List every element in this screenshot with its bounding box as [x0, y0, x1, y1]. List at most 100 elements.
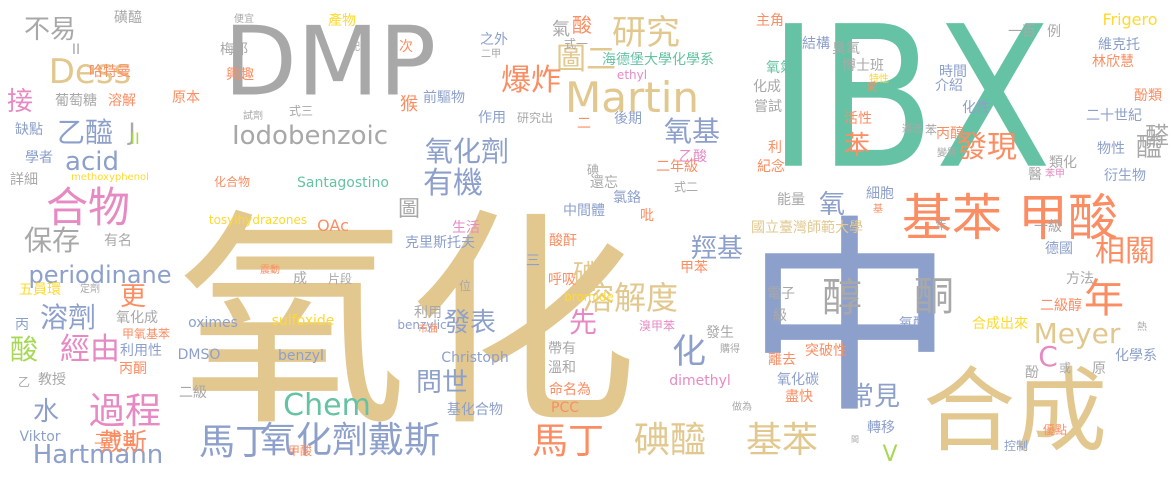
word-huxi: 呼吸: [548, 272, 576, 288]
word-hewu: 合物: [45, 183, 131, 232]
word-jingjiji: 羥基: [690, 234, 744, 264]
word-huacheng: 化成: [753, 79, 781, 95]
word-christoph: Christoph: [441, 350, 509, 366]
word-yanghua: 氧化: [177, 191, 639, 458]
word-sulfoxide: sulfoxide: [271, 313, 335, 329]
word-shui: 水: [32, 397, 60, 427]
word-teli: 特性: [869, 74, 889, 85]
word-cheng: 成: [293, 271, 307, 287]
word-meiye: 梅耶: [220, 42, 248, 58]
word-gouzheng: 購得: [720, 344, 740, 355]
word-acid: acid: [65, 147, 119, 177]
word-yanghuaji-m: 氧化劑: [424, 135, 510, 168]
word-bianli: 變質: [937, 148, 957, 159]
word-ershishiji: 二十世紀: [1086, 108, 1142, 124]
word-ji: 級: [773, 308, 787, 324]
word-fangfa: 方法: [1066, 271, 1094, 287]
word-xiangguan: 相關: [1095, 234, 1155, 269]
word-yangsuan: 氧酸: [899, 316, 927, 332]
word-tuer: 圖二: [556, 42, 616, 77]
word-chem: Chem: [283, 388, 371, 423]
word-shijian: 時間: [939, 64, 967, 80]
word-fen: 酚: [1025, 365, 1039, 381]
word-zuowei: 做為: [732, 402, 752, 413]
word-santagostino: Santagostino: [297, 175, 389, 191]
word-shiyan: 試劑: [243, 111, 263, 122]
word-jiben-b: 基苯: [745, 420, 819, 461]
word-ai: 愛: [867, 82, 877, 93]
word-buyi: 不易: [23, 15, 77, 45]
word-nian2: 年: [934, 218, 948, 232]
word-jihuahewu: 基化合物: [447, 402, 503, 418]
word-huoxing: 活性: [844, 111, 872, 127]
word-yangji: 氧基: [663, 115, 721, 148]
word-bing: 丙: [15, 317, 29, 333]
word-huaxing: 化性: [962, 100, 990, 116]
word-martin: Martin: [565, 73, 699, 122]
word-houqi: 後期: [614, 111, 642, 127]
word-quan: 醛: [1145, 122, 1169, 150]
word-san: 三: [526, 253, 540, 269]
word-yibai: 一百: [1008, 24, 1036, 40]
word-zhongjianti: 中間體: [563, 203, 605, 219]
word-changshi: 嘗試: [754, 99, 782, 115]
word-rongji: 溶劑: [39, 301, 97, 334]
word-wuyuanhuan: 五員環: [19, 282, 61, 298]
word-methoxy: methoxyphenol: [71, 172, 149, 183]
word-re: 熱: [1137, 322, 1147, 333]
word-diao: 碘: [586, 163, 600, 177]
word-yang: 氧: [818, 190, 846, 220]
word-erji: 二級: [179, 385, 207, 401]
word-dingji: 定劑: [80, 284, 100, 295]
word-xibao: 細胞: [866, 186, 894, 202]
word-nian: 年: [1084, 276, 1124, 322]
word-mingmingwei: 命名為: [549, 382, 591, 398]
word-leihua: 類化: [1049, 155, 1077, 171]
word-diantong: 碘醯: [633, 420, 707, 461]
word-fasheng: 發生: [706, 325, 734, 341]
word-erzhong: 二甲: [481, 49, 501, 60]
word-guocheng: 過程: [88, 391, 162, 432]
word-yanghuaji-daisi: 氧化劑戴斯: [259, 420, 441, 461]
word-huahewu: 化合物: [213, 175, 251, 189]
word-choutong: 臭氧: [832, 41, 860, 57]
word-jinian: 紀念: [757, 159, 785, 175]
word-hateman: 哈特曼: [89, 64, 131, 80]
word-ii: II: [71, 42, 81, 58]
word-yanjiuchu: 研究出: [516, 111, 554, 125]
word-tosyl: tosylhydrazones: [208, 213, 308, 227]
word-shier: 式二: [673, 180, 699, 194]
word-dianzi: 電子: [767, 286, 795, 302]
word-jianzhan: 間: [851, 435, 859, 444]
word-yanghuacheng: 氧化成: [116, 310, 158, 326]
word-yunsong: 運送: [902, 124, 922, 135]
word-yanghuatan: 氧化碳: [777, 372, 819, 388]
word-oac: OAc: [317, 216, 349, 235]
word-yuanben: 原本: [172, 90, 200, 106]
word-jibenjiasuan: 基苯 甲酸: [902, 189, 1118, 247]
word-mading-r: 馬丁: [531, 421, 605, 462]
word-erjiaya: 二甲亞: [94, 432, 136, 448]
word-xuezhe: 學者: [25, 150, 53, 166]
word-iodobenzoic: Iodobenzoic: [231, 121, 389, 151]
word-li2: 例: [1047, 24, 1061, 40]
word-daiyou: 帶有: [548, 341, 576, 357]
word-suan2: 酸: [572, 13, 592, 37]
word-faxian: 發現: [957, 130, 1017, 165]
word-ibx: IBX: [768, 0, 1052, 213]
word-dunjia: 溴甲苯: [638, 319, 676, 333]
word-wei2: 猴: [400, 94, 418, 115]
word-yi: 乙: [17, 375, 31, 389]
word-ben: 苯: [843, 131, 871, 161]
word-ethyl: ethyl: [616, 68, 648, 82]
word-zuoyong: 作用: [478, 110, 506, 126]
word-mading-l: 馬丁: [198, 422, 272, 463]
word-tu: 圖: [397, 197, 421, 222]
word-fu: 苯: [924, 123, 938, 137]
word-bianyi: 便宜: [234, 14, 254, 25]
word-jinkuai: 盡快: [785, 389, 813, 405]
word-xiangxi: 詳細: [10, 172, 38, 188]
word-rongjiedu: 溶解度: [581, 279, 679, 317]
word-wei: 位: [458, 279, 472, 293]
word-yisuan: 乙酸: [679, 149, 707, 165]
